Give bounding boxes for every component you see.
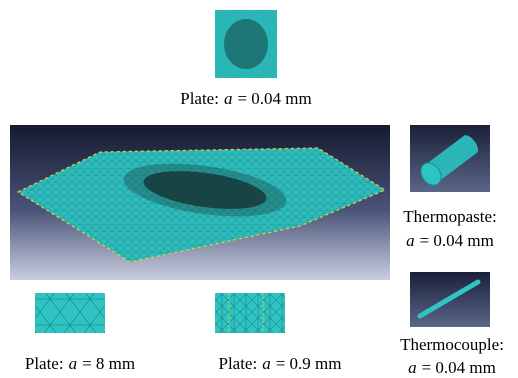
thermocouple-label: Thermocouple: — [400, 335, 504, 354]
label-value: = 8 mm — [82, 354, 135, 373]
plate-medium-image — [215, 293, 285, 333]
label-text: Plate: — [180, 89, 219, 108]
label-text: Plate: — [25, 354, 64, 373]
label-variable: a — [69, 354, 78, 373]
thermopaste-image — [410, 125, 490, 192]
label-value: = 0.04 mm — [237, 89, 311, 108]
plate-medium-label: Plate: a = 0.9 mm — [218, 354, 341, 373]
label-value: = 0.9 mm — [276, 354, 342, 373]
thermocouple-image — [410, 272, 490, 327]
plate-coarse-label: Plate: a= 8 mm — [25, 354, 135, 373]
thermopaste-label: Thermopaste: — [403, 207, 496, 226]
thermopaste-value: a = 0.04 mm — [406, 231, 494, 250]
thermocouple-value: a = 0.04 mm — [408, 358, 496, 377]
label-variable: a — [224, 89, 233, 108]
plate-fine-zoom-image — [215, 10, 277, 78]
label-variable: a — [262, 354, 271, 373]
label-value: = 0.04 mm — [422, 358, 496, 377]
plate-coarse-image — [35, 293, 105, 333]
label-variable: a — [408, 358, 417, 377]
figure: Plate:a= 0.04 mm Thermopaste: a= 0.04 mm… — [0, 0, 518, 378]
plate-fine-zoom-label: Plate: a= 0.04 mm — [180, 89, 312, 108]
plate-model-image — [10, 125, 390, 280]
label-variable: a — [406, 231, 415, 250]
label-value: = 0.04 mm — [420, 231, 494, 250]
label-text: Plate: — [218, 354, 257, 373]
